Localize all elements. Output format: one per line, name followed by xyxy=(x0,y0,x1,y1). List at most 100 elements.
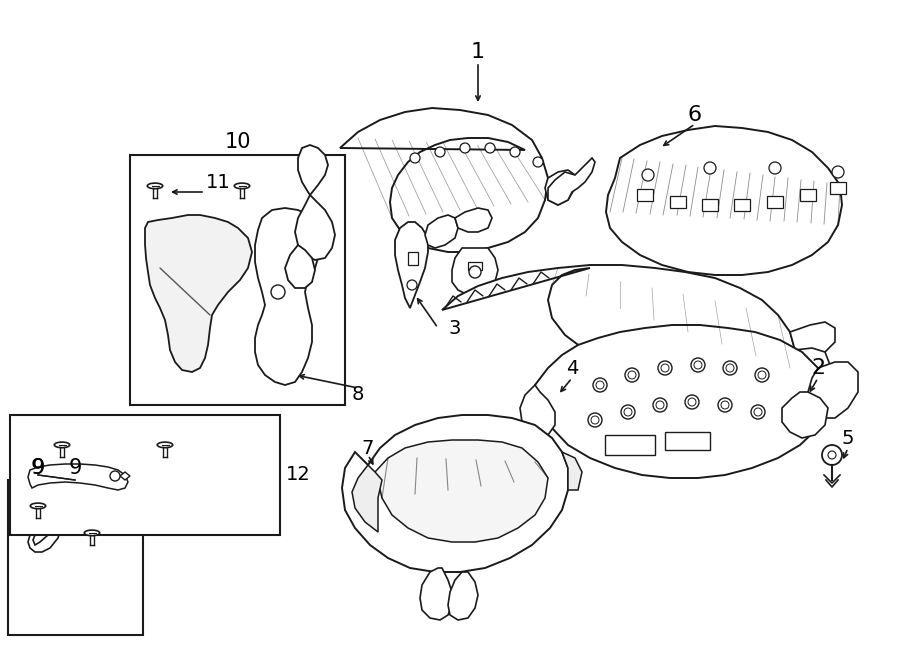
Circle shape xyxy=(721,401,729,409)
Circle shape xyxy=(653,398,667,412)
Polygon shape xyxy=(375,440,548,542)
Polygon shape xyxy=(790,322,835,355)
Circle shape xyxy=(751,405,765,419)
Circle shape xyxy=(621,405,635,419)
Polygon shape xyxy=(408,252,418,265)
Bar xyxy=(10,415,280,535)
Text: 6: 6 xyxy=(688,105,702,125)
Text: 2: 2 xyxy=(811,358,825,378)
Polygon shape xyxy=(606,126,842,275)
Ellipse shape xyxy=(234,183,249,188)
Circle shape xyxy=(658,361,672,375)
Polygon shape xyxy=(342,415,568,572)
Circle shape xyxy=(271,285,285,299)
Text: 12: 12 xyxy=(285,465,310,485)
Bar xyxy=(767,196,783,208)
Ellipse shape xyxy=(31,503,46,509)
Text: 9: 9 xyxy=(32,458,45,478)
Circle shape xyxy=(755,368,769,382)
Circle shape xyxy=(435,147,445,157)
Polygon shape xyxy=(28,488,62,552)
Circle shape xyxy=(691,358,705,372)
Polygon shape xyxy=(295,195,335,260)
Polygon shape xyxy=(535,325,828,478)
Polygon shape xyxy=(352,465,382,532)
Circle shape xyxy=(593,378,607,392)
Polygon shape xyxy=(448,572,478,620)
Polygon shape xyxy=(340,108,548,252)
Text: 11: 11 xyxy=(205,173,230,192)
Circle shape xyxy=(656,401,664,409)
Polygon shape xyxy=(468,262,482,270)
Circle shape xyxy=(485,143,495,153)
Polygon shape xyxy=(120,472,130,480)
Bar xyxy=(637,189,653,201)
Polygon shape xyxy=(520,385,555,438)
Circle shape xyxy=(822,445,842,465)
Ellipse shape xyxy=(85,530,100,535)
Circle shape xyxy=(718,398,732,412)
Bar xyxy=(830,182,846,194)
Polygon shape xyxy=(562,452,582,490)
Circle shape xyxy=(596,381,604,389)
Polygon shape xyxy=(548,158,595,205)
Polygon shape xyxy=(535,362,562,402)
Polygon shape xyxy=(548,385,578,408)
Polygon shape xyxy=(285,245,315,288)
Circle shape xyxy=(591,416,599,424)
Polygon shape xyxy=(298,145,328,195)
Circle shape xyxy=(694,361,702,369)
Polygon shape xyxy=(145,215,252,372)
Circle shape xyxy=(723,361,737,375)
Polygon shape xyxy=(425,215,458,248)
Circle shape xyxy=(628,371,636,379)
Circle shape xyxy=(624,408,632,416)
Text: 8: 8 xyxy=(352,385,365,405)
Bar xyxy=(605,435,655,455)
Polygon shape xyxy=(782,392,828,438)
Text: 5: 5 xyxy=(842,428,854,447)
Polygon shape xyxy=(255,208,318,385)
Text: 10: 10 xyxy=(225,132,251,152)
Circle shape xyxy=(460,143,470,153)
Text: 4: 4 xyxy=(566,358,578,377)
Ellipse shape xyxy=(148,183,163,188)
Text: 7: 7 xyxy=(362,438,374,457)
Polygon shape xyxy=(442,265,795,398)
Bar xyxy=(665,432,710,450)
Ellipse shape xyxy=(158,442,173,447)
Circle shape xyxy=(510,147,520,157)
Polygon shape xyxy=(395,222,428,308)
Circle shape xyxy=(726,364,734,372)
Bar xyxy=(670,196,686,208)
Circle shape xyxy=(685,395,699,409)
Text: 9: 9 xyxy=(68,458,82,478)
Circle shape xyxy=(832,166,844,178)
Polygon shape xyxy=(505,422,542,468)
Polygon shape xyxy=(545,170,575,205)
Circle shape xyxy=(469,266,481,278)
Circle shape xyxy=(642,169,654,181)
Circle shape xyxy=(661,364,669,372)
Text: 1: 1 xyxy=(471,42,485,62)
Circle shape xyxy=(110,471,120,481)
Bar xyxy=(130,155,345,405)
Polygon shape xyxy=(790,348,830,378)
Circle shape xyxy=(769,162,781,174)
Circle shape xyxy=(758,371,766,379)
Bar xyxy=(8,480,143,635)
Bar xyxy=(734,199,750,211)
Ellipse shape xyxy=(54,442,69,447)
Circle shape xyxy=(828,451,836,459)
Circle shape xyxy=(704,162,716,174)
Bar xyxy=(800,189,816,201)
Text: 9: 9 xyxy=(31,458,45,478)
Polygon shape xyxy=(452,248,498,295)
Polygon shape xyxy=(28,464,128,490)
Circle shape xyxy=(688,398,696,406)
Circle shape xyxy=(625,368,639,382)
Bar xyxy=(702,199,718,211)
Polygon shape xyxy=(808,362,858,418)
Circle shape xyxy=(588,413,602,427)
Circle shape xyxy=(754,408,762,416)
